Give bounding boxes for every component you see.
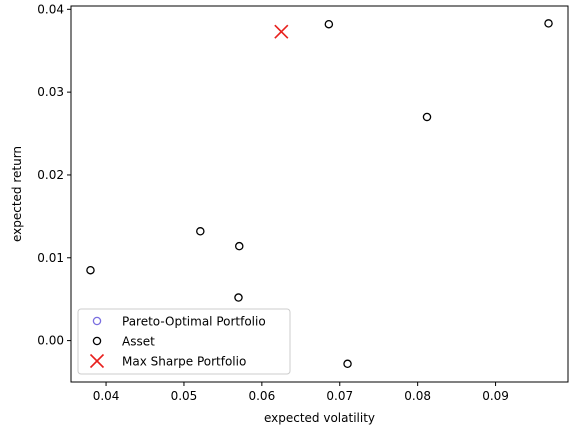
legend-box (77, 308, 291, 375)
y-tick-label: 0.02 (37, 168, 64, 182)
max-sharpe-point (274, 24, 289, 39)
x-tick-label: 0.09 (482, 389, 509, 403)
x-axis-ticks: 0.04 0.05 0.06 0.07 0.08 0.09 (93, 382, 509, 403)
legend-label: Asset (122, 335, 155, 349)
legend-label: Pareto-Optimal Portfolio (122, 315, 266, 329)
y-tick-label: 0.01 (37, 251, 64, 265)
legend-label: Max Sharpe Portfolio (122, 355, 246, 369)
legend-marker (89, 353, 105, 369)
plot-frame (70, 5, 569, 383)
y-tick-label: 0.00 (37, 334, 64, 348)
asset-point (235, 241, 244, 251)
legend-marker (92, 316, 102, 326)
asset-point (343, 359, 352, 369)
asset-point (86, 265, 95, 275)
legend-marker (92, 336, 102, 346)
x-tick-label: 0.06 (248, 389, 275, 403)
x-tick-label: 0.04 (93, 389, 120, 403)
y-tick-label: 0.03 (37, 85, 64, 99)
asset-point (196, 227, 205, 236)
asset-point (324, 19, 334, 29)
x-axis-label: expected volatility (264, 411, 375, 425)
asset-point (544, 19, 553, 28)
marker-stroke (89, 353, 105, 369)
marker-stroke (274, 24, 289, 39)
plot-points (86, 19, 553, 369)
y-axis-ticks: 0.00 0.01 0.02 0.03 0.04 (37, 2, 71, 348)
asset-point (422, 112, 432, 122)
x-tick-label: 0.08 (404, 389, 431, 403)
legend: Pareto-Optimal Portfolio Asset Max Sharpe … (77, 308, 291, 375)
asset-point (234, 293, 243, 302)
y-tick-label: 0.04 (37, 2, 64, 16)
x-tick-label: 0.07 (326, 389, 353, 403)
y-axis-label: expected return (10, 146, 24, 242)
x-tick-label: 0.05 (171, 389, 198, 403)
